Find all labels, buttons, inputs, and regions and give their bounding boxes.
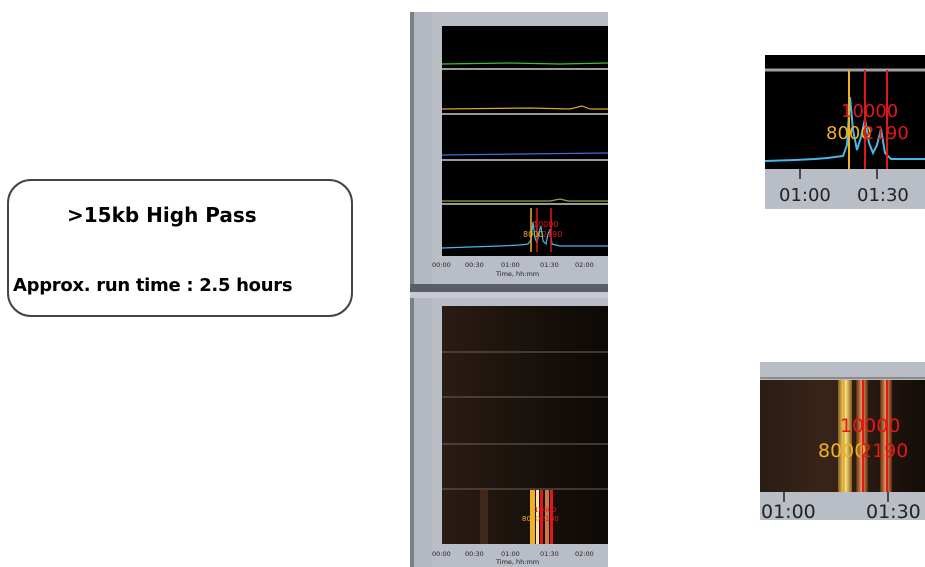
info-title: >15kb High Pass [67,203,257,227]
gel-band-red-2 [550,490,553,544]
ep-x-tick: 00:00 [432,261,451,269]
runtime-value: : 2.5 hours [186,275,293,296]
panel-divider [410,284,608,292]
ep-x-label: Time, hh:mm [495,270,539,278]
gel-red-label-1: 10000 [534,506,556,514]
zoom-gel-svg: 10000 8000 2190 01:00 01:30 [760,362,925,520]
gel-x-tick: 00:30 [465,550,484,558]
gel-band-yellow [530,490,535,544]
ep-x-tick: 02:00 [575,261,594,269]
zoom-electropherogram: 10000 8000 2190 01:00 01:30 [765,55,925,209]
electropherogram-panel: 10000 8000 2190 00:00 00:30 01:00 01:30 … [432,26,608,278]
gel-x-tick: 02:00 [575,550,594,558]
zoom-gel-top [760,362,925,380]
red-marker-label-2: 2190 [542,230,562,239]
gel-band-red-1 [540,490,543,544]
zoom-ep-red-label-2: 2190 [863,123,909,144]
gel-panel: 10000 8000 2190 00:00 00:30 01:00 01:30 … [432,306,608,566]
zoom-ep-svg: 10000 8000 2190 01:00 01:30 [765,55,925,206]
gel-x-tick: 00:00 [432,550,451,558]
zoom-gel-tick-label: 01:30 [866,501,921,520]
zoom-ep-tick-label: 01:30 [857,185,909,206]
zoom-gel-axis-bg [760,492,925,520]
gel-smear [480,490,488,544]
gel-x-tick: 01:00 [501,550,520,558]
gel-x-axis: 00:00 00:30 01:00 01:30 02:00 Time, hh:m… [432,550,594,566]
runtime-label: Approx. run time [13,275,181,296]
gel-band-light [536,490,539,544]
red-marker-label-1: 10000 [533,220,558,229]
zoom-gel-tick-label: 01:00 [761,501,816,520]
zoom-gel-red-label-2: 2190 [860,440,908,462]
zoom-ep-trace [765,96,925,162]
ep-x-tick: 00:30 [465,261,484,269]
trace-lane-2 [441,105,608,110]
info-runtime: Approx. run time : 2.5 hours [13,275,293,296]
trace-lane-3 [441,152,608,156]
gel-band-mid [545,490,549,544]
zoom-ep-yellow-label: 8000 [826,123,872,144]
instrument-screenshot: 10000 8000 2190 00:00 00:30 01:00 01:30 … [410,12,608,567]
gel-x-label: Time, hh:mm [495,558,539,566]
ep-x-axis: 00:00 00:30 01:00 01:30 02:00 Time, hh:m… [432,261,594,278]
screenshot-svg: 10000 8000 2190 00:00 00:30 01:00 01:30 … [410,12,608,567]
ep-x-tick: 01:00 [501,261,520,269]
gel-yellow-label: 8000 [522,515,540,523]
trace-lane-1 [441,62,608,65]
info-box: >15kb High Pass Approx. run time : 2.5 h… [7,179,353,317]
ep-x-tick: 01:30 [540,261,559,269]
zoom-ep-red-label-1: 10000 [841,101,898,122]
zoom-gel: 10000 8000 2190 01:00 01:30 [760,362,925,520]
trace-area [442,26,608,256]
zoom-ep-tick-label: 01:00 [779,185,831,206]
gel-red-label-2: 2190 [541,515,559,523]
zoom-gel-red-label-1: 10000 [840,415,900,437]
yellow-marker-label: 8000 [523,230,543,239]
gel-x-tick: 01:30 [540,550,559,558]
trace-lane-4 [442,198,608,202]
panel-divider-light [410,292,608,298]
zoom-gel-yellow-label: 8000 [818,440,866,462]
gel-area [442,306,608,544]
